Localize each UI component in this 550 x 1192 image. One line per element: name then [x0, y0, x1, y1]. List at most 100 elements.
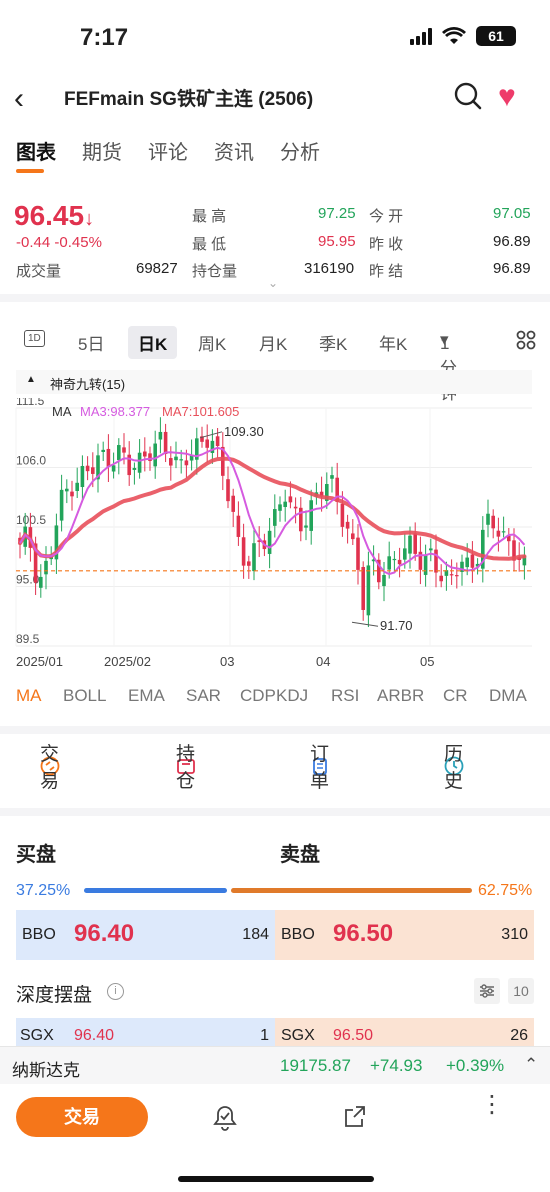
candle-body [91, 467, 95, 474]
ticker-change: +74.93 [370, 1056, 423, 1075]
candle-body [325, 484, 329, 501]
candle-body [361, 566, 365, 610]
open-value: 97.05 [493, 205, 531, 222]
candle-body [205, 439, 209, 448]
period-5d[interactable]: 5日 [78, 335, 105, 354]
tab-news[interactable]: 资讯 [214, 142, 254, 164]
bbo-ask-row[interactable]: BBO 96.50 310 [275, 910, 534, 960]
ma7-value: MA7:101.605 [162, 404, 240, 419]
index-ticker[interactable]: 纳斯达克 19175.87 +74.93 +0.39% ⌃ [0, 1046, 550, 1084]
trade-button[interactable]: 交易 [16, 1097, 148, 1137]
indicator-tab-rsi[interactable]: RSI [331, 686, 360, 705]
y-tick-label: 111.5 [16, 398, 45, 408]
share-icon[interactable] [342, 1104, 368, 1130]
expand-chevron-icon[interactable]: ⌄ [268, 276, 279, 290]
high-annotation-line [199, 431, 223, 439]
grid-icon[interactable] [516, 330, 536, 350]
indicator-tab-sar[interactable]: SAR [186, 686, 221, 705]
indicator-tab-arbr[interactable]: ARBR [377, 686, 425, 705]
ticker-pct: +0.39% [446, 1056, 505, 1075]
trade-action[interactable]: 交易 [40, 744, 60, 792]
period-1d-icon[interactable]: 1D [24, 330, 45, 347]
candle-body [522, 555, 527, 566]
candle-body [210, 440, 215, 453]
page-title: FEFmain SG铁矿主连 (2506) [64, 89, 314, 110]
indicator-tab-dma[interactable]: DMA [489, 686, 527, 705]
search-icon[interactable] [454, 82, 482, 110]
period-quarterly[interactable]: 季K [319, 335, 348, 354]
period-weekly[interactable]: 周K [198, 335, 227, 354]
indicator-tab-cr[interactable]: CR [443, 686, 468, 705]
candle-body [96, 455, 100, 480]
sgx-ask-row[interactable]: SGX 96.50 26 [275, 1018, 534, 1048]
bbo-bid-row[interactable]: BBO 96.40 184 [16, 910, 275, 960]
info-icon[interactable]: i [107, 983, 124, 1000]
candle-body [299, 507, 303, 532]
candle-body [345, 521, 350, 529]
period-1min[interactable]: 1分钟 ▾ [440, 330, 457, 403]
period-yearly[interactable]: 年K [379, 335, 408, 354]
section-divider [0, 294, 550, 302]
volume-value: 69827 [136, 260, 178, 277]
period-monthly[interactable]: 月K [259, 335, 288, 354]
candle-body [340, 503, 345, 527]
indicator-tab-ma[interactable]: MA [16, 686, 42, 705]
bid-price: 96.40 [74, 920, 135, 947]
candle-body [366, 565, 371, 616]
home-indicator [178, 1176, 374, 1182]
candle-body [75, 482, 79, 491]
x-tick-label: 05 [420, 654, 434, 669]
candle-body [236, 515, 241, 537]
candle-body [80, 465, 85, 488]
tab-comments[interactable]: 评论 [148, 142, 188, 164]
back-icon[interactable]: ‹ [14, 82, 24, 115]
candle-body [252, 543, 256, 572]
candle-body [85, 465, 90, 472]
chevron-up-icon[interactable]: ⌃ [524, 1055, 539, 1074]
depth-levels-button[interactable]: 10 [508, 978, 534, 1004]
ratio-bar [84, 888, 472, 893]
candle-body [397, 559, 402, 565]
collapse-triangle-icon[interactable]: ▲ [26, 374, 36, 385]
indicator-row[interactable]: ▲ 神奇九转(15) [16, 370, 532, 394]
candle-body [184, 460, 189, 466]
orders-action[interactable]: 订单 [310, 744, 330, 792]
candle-body [439, 575, 443, 582]
depth-settings-icon[interactable] [474, 978, 500, 1004]
bbo-bid-label: BBO [22, 926, 56, 943]
tab-chart[interactable]: 图表 [16, 136, 56, 173]
sell-ratio-bar [230, 888, 472, 893]
indicator-tab-cdp[interactable]: CDP [240, 686, 276, 705]
indicator-tab-boll[interactable]: BOLL [63, 686, 107, 705]
candle-body [174, 456, 178, 461]
sell-ratio: 62.75% [478, 882, 533, 899]
tab-futures[interactable]: 期货 [82, 142, 122, 164]
candlestick-chart[interactable]: 111.5 106.0 100.5 95.0 89.5 2025/01 2025/02 03 0… [0, 394, 550, 673]
nav-bar: ‹ FEFmain SG铁矿主连 (2506) ♥ [0, 78, 550, 118]
candle-body [200, 436, 204, 442]
period-daily[interactable]: 日K [128, 326, 178, 359]
price-alert-icon[interactable] [212, 1104, 238, 1132]
candle-body [288, 496, 293, 503]
tab-analysis[interactable]: 分析 [280, 142, 320, 164]
candle-body [293, 506, 298, 509]
status-time: 7:17 [80, 24, 129, 51]
positions-action[interactable]: 持仓 [176, 744, 196, 792]
favorite-heart-icon[interactable]: ♥ [498, 80, 516, 113]
candle-body [418, 551, 423, 570]
briefcase-icon [177, 759, 195, 774]
indicator-tab-ema[interactable]: EMA [128, 686, 165, 705]
candle-body [158, 431, 163, 440]
prev-settle-value: 96.89 [493, 260, 531, 277]
battery-icon: 61 [476, 26, 516, 46]
history-action[interactable]: 历史 [444, 744, 464, 792]
candle-body [382, 574, 386, 587]
indicator-name: 神奇九转(15) [50, 377, 126, 392]
candle-body [231, 495, 235, 512]
sgx-bid-row[interactable]: SGX 96.40 1 [16, 1018, 275, 1048]
depth-label: 深度摆盘 [16, 985, 93, 1006]
clipboard-icon [313, 758, 327, 775]
indicator-tab-kdj[interactable]: KDJ [276, 686, 309, 705]
price-change: -0.44 -0.45% [16, 234, 102, 251]
more-icon[interactable]: ⋮ [480, 1091, 504, 1118]
